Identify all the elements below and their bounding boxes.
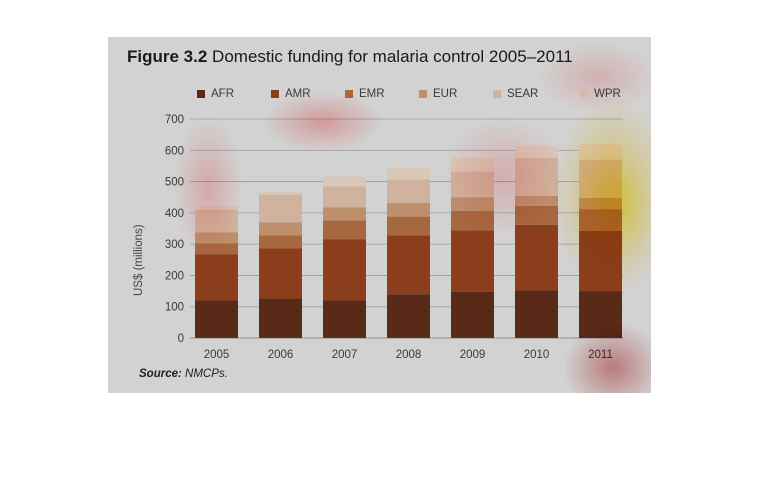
bar-eur-2010	[515, 195, 558, 206]
bar-sear-2007	[323, 186, 366, 208]
bar-eur-2007	[323, 207, 366, 221]
bar-wpr-2008	[387, 167, 430, 180]
bar-amr-2007	[323, 239, 366, 301]
y-tick-label: 400	[165, 208, 184, 220]
bar-afr-2005	[195, 300, 238, 338]
legend-swatch	[271, 90, 279, 98]
figure-number: Figure 3.2	[127, 47, 208, 66]
figure-title: Domestic funding for malaria control 200…	[212, 47, 573, 66]
bar-eur-2011	[579, 197, 622, 210]
legend-swatch	[419, 90, 427, 98]
x-tick-label: 2010	[524, 349, 550, 361]
bar-eur-2009	[451, 197, 494, 211]
bar-amr-2005	[195, 254, 238, 301]
bar-wpr-2005	[195, 205, 238, 210]
legend-swatch	[345, 90, 353, 98]
bar-amr-2006	[259, 248, 302, 299]
bar-amr-2010	[515, 224, 558, 291]
legend-label: EUR	[433, 88, 458, 100]
legend-label: EMR	[359, 88, 385, 100]
bar-sear-2006	[259, 194, 302, 223]
x-tick-label: 2009	[460, 349, 486, 361]
legend-label: SEAR	[507, 88, 539, 100]
bar-afr-2007	[323, 300, 366, 338]
bar-eur-2006	[259, 222, 302, 236]
bar-emr-2007	[323, 220, 366, 240]
legend-swatch	[197, 90, 205, 98]
bar-wpr-2010	[515, 145, 558, 158]
bar-afr-2010	[515, 290, 558, 338]
bar-emr-2010	[515, 205, 558, 225]
bar-emr-2009	[451, 210, 494, 231]
legend-item-eur: EUR	[419, 88, 457, 100]
y-tick-label: 100	[165, 302, 184, 314]
x-tick-label: 2005	[204, 349, 230, 361]
x-tick-label: 2011	[588, 349, 613, 361]
chart-title: Figure 3.2 Domestic funding for malaria …	[127, 47, 573, 67]
bar-sear-2005	[195, 209, 238, 233]
bar-wpr-2007	[323, 176, 366, 187]
bar-afr-2011	[579, 291, 622, 338]
bar-sear-2008	[387, 179, 430, 203]
bar-sear-2009	[451, 171, 494, 198]
legend-item-amr: AMR	[271, 88, 311, 100]
bar-amr-2009	[451, 230, 494, 292]
legend-item-afr: AFR	[197, 88, 234, 100]
y-tick-label: 600	[165, 145, 184, 157]
bar-sear-2011	[579, 159, 622, 198]
bar-wpr-2011	[579, 144, 622, 160]
source-label: Source:	[139, 368, 182, 380]
bar-amr-2011	[579, 231, 622, 292]
legend-label: AMR	[285, 88, 311, 100]
bar-wpr-2006	[259, 192, 302, 195]
bar-eur-2008	[387, 202, 430, 217]
legend-item-sear: SEAR	[493, 88, 538, 100]
x-tick-label: 2008	[396, 349, 422, 361]
y-tick-label: 0	[178, 333, 184, 345]
chart-figure: Figure 3.2 Domestic funding for malaria …	[108, 37, 651, 393]
bar-afr-2008	[387, 294, 430, 338]
legend-swatch	[493, 90, 501, 98]
bar-eur-2005	[195, 232, 238, 244]
legend-swatch	[580, 90, 588, 98]
legend-label: AFR	[211, 88, 234, 100]
bar-wpr-2009	[451, 157, 494, 172]
bar-emr-2011	[579, 209, 622, 232]
bar-afr-2006	[259, 298, 302, 338]
y-tick-label: 300	[165, 239, 184, 251]
source-note: Source: NMCPs.	[139, 368, 228, 380]
x-tick-label: 2006	[268, 349, 294, 361]
y-tick-label: 500	[165, 177, 184, 189]
chart-plot: 0 100 200 300 400 500 600 700 2005 2006 2007 2008 20…	[165, 114, 623, 361]
bar-afr-2009	[451, 291, 494, 338]
bar-sear-2010	[515, 157, 558, 196]
x-tick-label: 2007	[332, 349, 358, 361]
bar-emr-2008	[387, 216, 430, 236]
source-text: NMCPs.	[185, 368, 228, 380]
legend-item-emr: EMR	[345, 88, 385, 100]
bar-emr-2005	[195, 243, 238, 255]
bar-emr-2006	[259, 235, 302, 249]
y-tick-label: 200	[165, 270, 184, 282]
y-tick-label: 700	[165, 114, 184, 126]
bar-amr-2008	[387, 235, 430, 295]
